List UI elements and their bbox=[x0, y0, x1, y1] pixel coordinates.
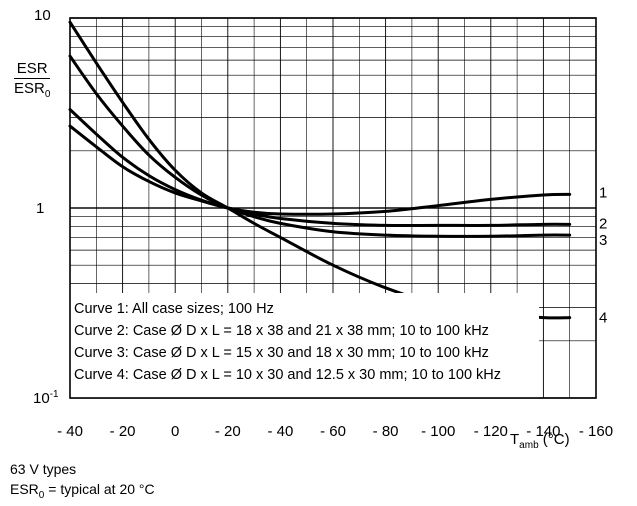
x-tick-label: - 20 bbox=[110, 423, 136, 440]
curve-label-1: 1 bbox=[599, 184, 607, 201]
legend-entry-2: Curve 2: Case Ø D x L = 18 x 38 and 21 x… bbox=[74, 323, 489, 339]
x-tick-label: - 120 bbox=[474, 423, 508, 440]
x-tick-label: - 100 bbox=[421, 423, 455, 440]
curve-3 bbox=[68, 54, 572, 238]
footnote-line-1: 63 V types bbox=[10, 461, 77, 477]
x-tick-label: - 40 bbox=[57, 423, 83, 440]
x-tick-label: - 60 bbox=[320, 423, 346, 440]
x-tick-label: 0 bbox=[171, 423, 179, 440]
x-axis-title: Tamb (°C) bbox=[510, 431, 570, 451]
curve-1 bbox=[68, 124, 572, 216]
x-tick-label: - 160 bbox=[579, 423, 613, 440]
y-axis-label: ESR ESR0 bbox=[14, 60, 51, 105]
legend-entry-3: Curve 3: Case Ø D x L = 15 x 30 and 18 x… bbox=[74, 345, 489, 361]
legend-entry-4: Curve 4: Case Ø D x L = 10 x 30 and 12.5… bbox=[74, 367, 501, 383]
curve-2 bbox=[68, 107, 572, 228]
curve-label-4: 4 bbox=[599, 310, 607, 327]
curve-4 bbox=[68, 20, 572, 320]
y-label-numerator: ESR bbox=[14, 60, 51, 79]
curve-labels: 1 23 4 bbox=[599, 184, 607, 326]
y-tick-label: 10-1 bbox=[33, 389, 59, 407]
legend-entry-1: Curve 1: All case sizes; 100 Hz bbox=[74, 301, 274, 317]
x-tick-label: - 20 bbox=[215, 423, 241, 440]
legend-box bbox=[69, 293, 539, 398]
curve-label-3: 3 bbox=[599, 232, 607, 249]
y-label-denominator: ESR0 bbox=[14, 80, 51, 100]
curve-label-2: 2 bbox=[599, 215, 607, 232]
plot-frame bbox=[69, 17, 597, 399]
footnote-line-2: ESR0 = typical at 20 °C bbox=[10, 481, 155, 501]
legend: Curve 1: All case sizes; 100 Hz Curve 2: … bbox=[74, 301, 501, 383]
footnote: 63 V types ESR0 = typical at 20 °C bbox=[10, 459, 155, 506]
x-tick-labels: - 40 - 20 0 - 20 - 40 - 60 - 80 - 100 - 120 - 140… bbox=[57, 423, 613, 440]
y-tick-label: 1 bbox=[36, 200, 44, 217]
x-tick-label: - 40 bbox=[267, 423, 293, 440]
x-tick-label: - 140 bbox=[526, 423, 560, 440]
y-tick-labels: 10 1 10-1 bbox=[33, 7, 59, 407]
curves bbox=[68, 20, 572, 320]
y-tick-label: 10 bbox=[34, 7, 51, 24]
x-tick-label: - 80 bbox=[373, 423, 399, 440]
